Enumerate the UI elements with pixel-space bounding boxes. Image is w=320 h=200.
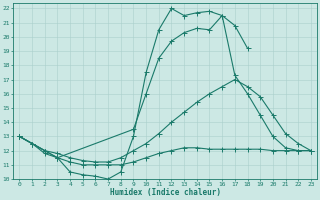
X-axis label: Humidex (Indice chaleur): Humidex (Indice chaleur) bbox=[110, 188, 220, 197]
